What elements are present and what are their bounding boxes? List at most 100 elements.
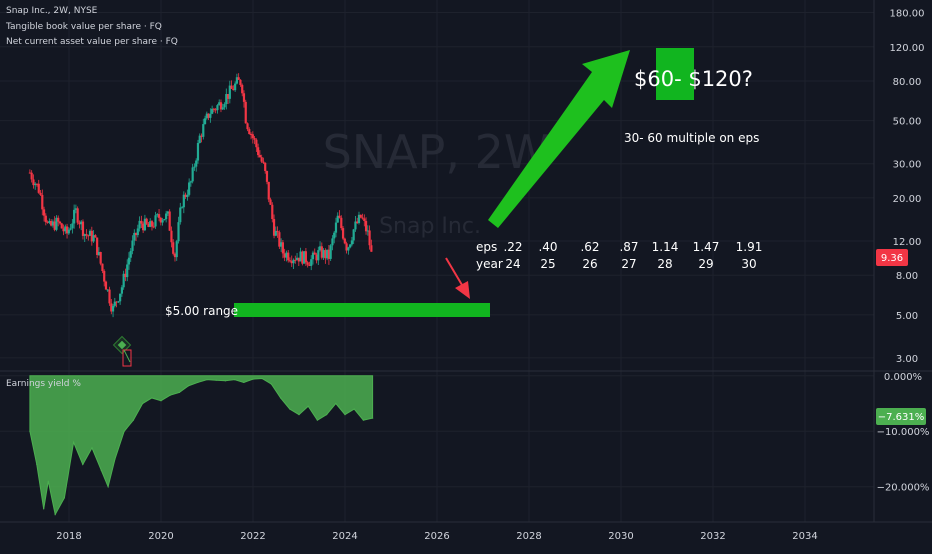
year-value: 26 xyxy=(582,257,597,271)
candle-body xyxy=(97,252,100,255)
candle-body xyxy=(274,230,277,236)
candle-body xyxy=(53,221,56,230)
last-price-badge xyxy=(876,249,908,266)
candle-body xyxy=(340,217,343,229)
target-price-label: $60- $120? xyxy=(634,67,753,91)
candle-body xyxy=(241,84,244,94)
earnings-yield-point xyxy=(280,397,282,399)
earnings-yield-point xyxy=(63,497,65,499)
earnings-yield-point xyxy=(270,383,272,385)
candle-body xyxy=(149,221,152,227)
candle-body xyxy=(129,250,132,258)
earnings-yield-point xyxy=(91,447,93,449)
candle-body xyxy=(126,264,129,278)
symbol-line[interactable]: Snap Inc., 2W, NYSE xyxy=(6,6,98,16)
candle-body xyxy=(196,142,200,161)
candle-body xyxy=(239,79,242,85)
yield-axis[interactable]: 0.000% −10.000% −20.000% xyxy=(877,372,930,494)
candle-body xyxy=(120,287,123,294)
earnings-yield-point xyxy=(243,381,245,384)
year-value: 29 xyxy=(698,257,713,271)
candle-body xyxy=(338,215,341,218)
earnings-yield-point xyxy=(289,408,291,410)
candle-body xyxy=(301,251,304,264)
year-value: 25 xyxy=(540,257,555,271)
indicator-ncav[interactable]: Net current asset value per share · FQ xyxy=(6,37,178,47)
indicator-tangible-book[interactable]: Tangible book value per share · FQ xyxy=(6,22,162,32)
candle-body xyxy=(119,293,122,302)
candle-body xyxy=(283,253,286,258)
candle-body xyxy=(306,262,309,265)
earnings-yield-point xyxy=(215,379,217,381)
candle-body xyxy=(278,232,281,247)
candle-body xyxy=(287,252,290,261)
candle-body xyxy=(58,221,62,224)
candle-body xyxy=(35,183,39,185)
candle-body xyxy=(142,223,145,231)
candle-body xyxy=(349,244,352,248)
earnings-yield-point xyxy=(372,417,374,419)
lower-pane-title[interactable]: Earnings yield % xyxy=(6,379,81,389)
candle-body xyxy=(73,209,76,224)
candle-body xyxy=(209,113,212,118)
candle-body xyxy=(357,214,361,224)
earnings-yield-point xyxy=(123,430,125,432)
candle-body xyxy=(255,139,258,148)
earnings-yield-point xyxy=(252,378,254,380)
candle-body xyxy=(262,161,265,163)
candle-body xyxy=(329,245,332,259)
candle-body xyxy=(115,301,118,303)
candle-body xyxy=(235,77,238,84)
candle-body xyxy=(352,229,355,241)
candle-body xyxy=(311,252,315,260)
price-axis[interactable]: 180.00 120.00 80.00 50.00 30.00 20.00 12.00 8.0… xyxy=(890,9,925,365)
earnings-yield-point xyxy=(36,463,38,466)
candle-body xyxy=(188,182,191,195)
yield-tick-label: 0.000% xyxy=(884,372,922,383)
candle-body xyxy=(207,113,210,118)
candle-body xyxy=(228,85,231,99)
candle-body xyxy=(219,102,223,110)
eps-value: .87 xyxy=(619,240,638,254)
time-tick-label: 2030 xyxy=(608,531,633,542)
year-row-label: year xyxy=(476,257,503,271)
candle-body xyxy=(322,250,325,258)
candle-body xyxy=(364,220,368,232)
earnings-yield-point xyxy=(107,486,109,488)
time-axis[interactable]: 2018 2020 2022 2024 2026 2028 2030 2032 2034 xyxy=(56,531,817,542)
candle-body xyxy=(221,107,224,110)
downside-arrow xyxy=(445,257,470,299)
earnings-yield-point xyxy=(224,380,226,382)
candle-body xyxy=(242,93,246,102)
candle-body xyxy=(198,135,201,143)
candle-body xyxy=(336,215,339,223)
candle-body xyxy=(326,249,329,259)
earnings-yield-point xyxy=(197,381,199,384)
eps-row-label: eps xyxy=(476,240,497,254)
candle-body xyxy=(34,183,37,186)
candle-body xyxy=(320,246,323,258)
candle-body xyxy=(67,229,70,234)
candle-body xyxy=(299,251,302,262)
candle-body xyxy=(361,217,364,219)
candle-body xyxy=(50,221,53,226)
earnings-yield-point xyxy=(114,458,116,460)
candle-body xyxy=(37,183,40,193)
earnings-yield-point xyxy=(335,402,337,405)
earnings-marker[interactable] xyxy=(112,335,132,367)
candle-body xyxy=(177,222,180,242)
time-tick-label: 2034 xyxy=(792,531,817,542)
price-tick-label: 30.00 xyxy=(893,160,922,171)
candle-body xyxy=(248,129,251,135)
candle-body xyxy=(113,301,116,306)
candle-body xyxy=(295,257,299,260)
price-tick-label: 120.00 xyxy=(890,43,925,54)
earnings-yield-point xyxy=(178,391,180,394)
candle-body xyxy=(318,246,322,251)
candle-body xyxy=(166,211,169,214)
candle-body xyxy=(292,259,295,264)
candle-body xyxy=(226,94,230,99)
candle-body xyxy=(251,134,254,139)
candle-body xyxy=(280,242,283,247)
earnings-yield-point xyxy=(100,469,102,471)
